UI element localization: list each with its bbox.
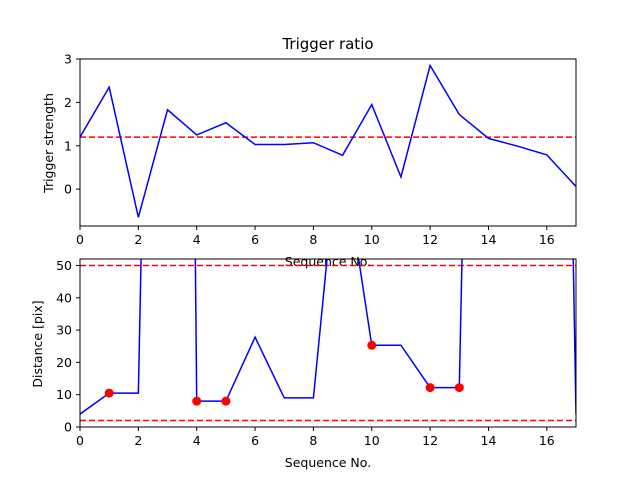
x-axis-label: Sequence No. bbox=[285, 254, 371, 269]
y-tick-label: 0 bbox=[64, 182, 72, 197]
x-tick-label: 10 bbox=[364, 232, 380, 247]
data-point-marker bbox=[221, 396, 231, 406]
x-tick-label: 6 bbox=[251, 433, 259, 448]
plot-frame bbox=[79, 258, 577, 428]
x-tick-label: 8 bbox=[309, 232, 317, 247]
series-line bbox=[80, 259, 576, 415]
x-tick-label: 2 bbox=[134, 232, 142, 247]
x-tick-label: 16 bbox=[539, 232, 555, 247]
trigger-ratio-chart: Trigger ratio Trigger strength Sequence … bbox=[41, 35, 577, 269]
data-point-marker bbox=[104, 388, 114, 398]
plot-frame bbox=[79, 58, 577, 227]
x-tick-label: 8 bbox=[309, 433, 317, 448]
y-tick-label: 3 bbox=[64, 52, 72, 67]
x-tick-label: 0 bbox=[76, 433, 84, 448]
data-point-marker bbox=[425, 383, 435, 393]
x-tick-label: 12 bbox=[422, 232, 438, 247]
data-point-marker bbox=[454, 383, 464, 393]
series-line bbox=[80, 63, 576, 218]
x-tick-label: 14 bbox=[481, 232, 497, 247]
x-tick-label: 6 bbox=[251, 232, 259, 247]
y-tick-label: 2 bbox=[64, 95, 72, 110]
y-axis-label: Trigger strength bbox=[41, 93, 56, 194]
x-tick-label: 4 bbox=[193, 433, 201, 448]
y-tick-label: 0 bbox=[64, 420, 72, 435]
x-tick-label: 16 bbox=[539, 433, 555, 448]
y-tick-label: 50 bbox=[56, 258, 72, 273]
x-axis-label: Sequence No. bbox=[285, 455, 371, 470]
distance-chart: Distance [pix] Sequence No. 0 2 4 6 8 10 12 14 1… bbox=[30, 258, 577, 470]
data-point-marker bbox=[367, 340, 377, 350]
x-tick-label: 14 bbox=[481, 433, 497, 448]
y-tick-label: 20 bbox=[56, 355, 72, 370]
y-tick-label: 40 bbox=[56, 290, 72, 305]
y-axis-label: Distance [pix] bbox=[30, 300, 45, 387]
y-tick-label: 10 bbox=[56, 387, 72, 402]
x-tick-label: 12 bbox=[422, 433, 438, 448]
data-point-marker bbox=[192, 396, 202, 406]
y-tick-label: 30 bbox=[56, 323, 72, 338]
x-tick-label: 0 bbox=[76, 232, 84, 247]
x-tick-label: 10 bbox=[364, 433, 380, 448]
y-tick-label: 1 bbox=[64, 138, 72, 153]
x-tick-label: 4 bbox=[193, 232, 201, 247]
chart-title: Trigger ratio bbox=[281, 35, 373, 53]
x-tick-label: 2 bbox=[134, 433, 142, 448]
